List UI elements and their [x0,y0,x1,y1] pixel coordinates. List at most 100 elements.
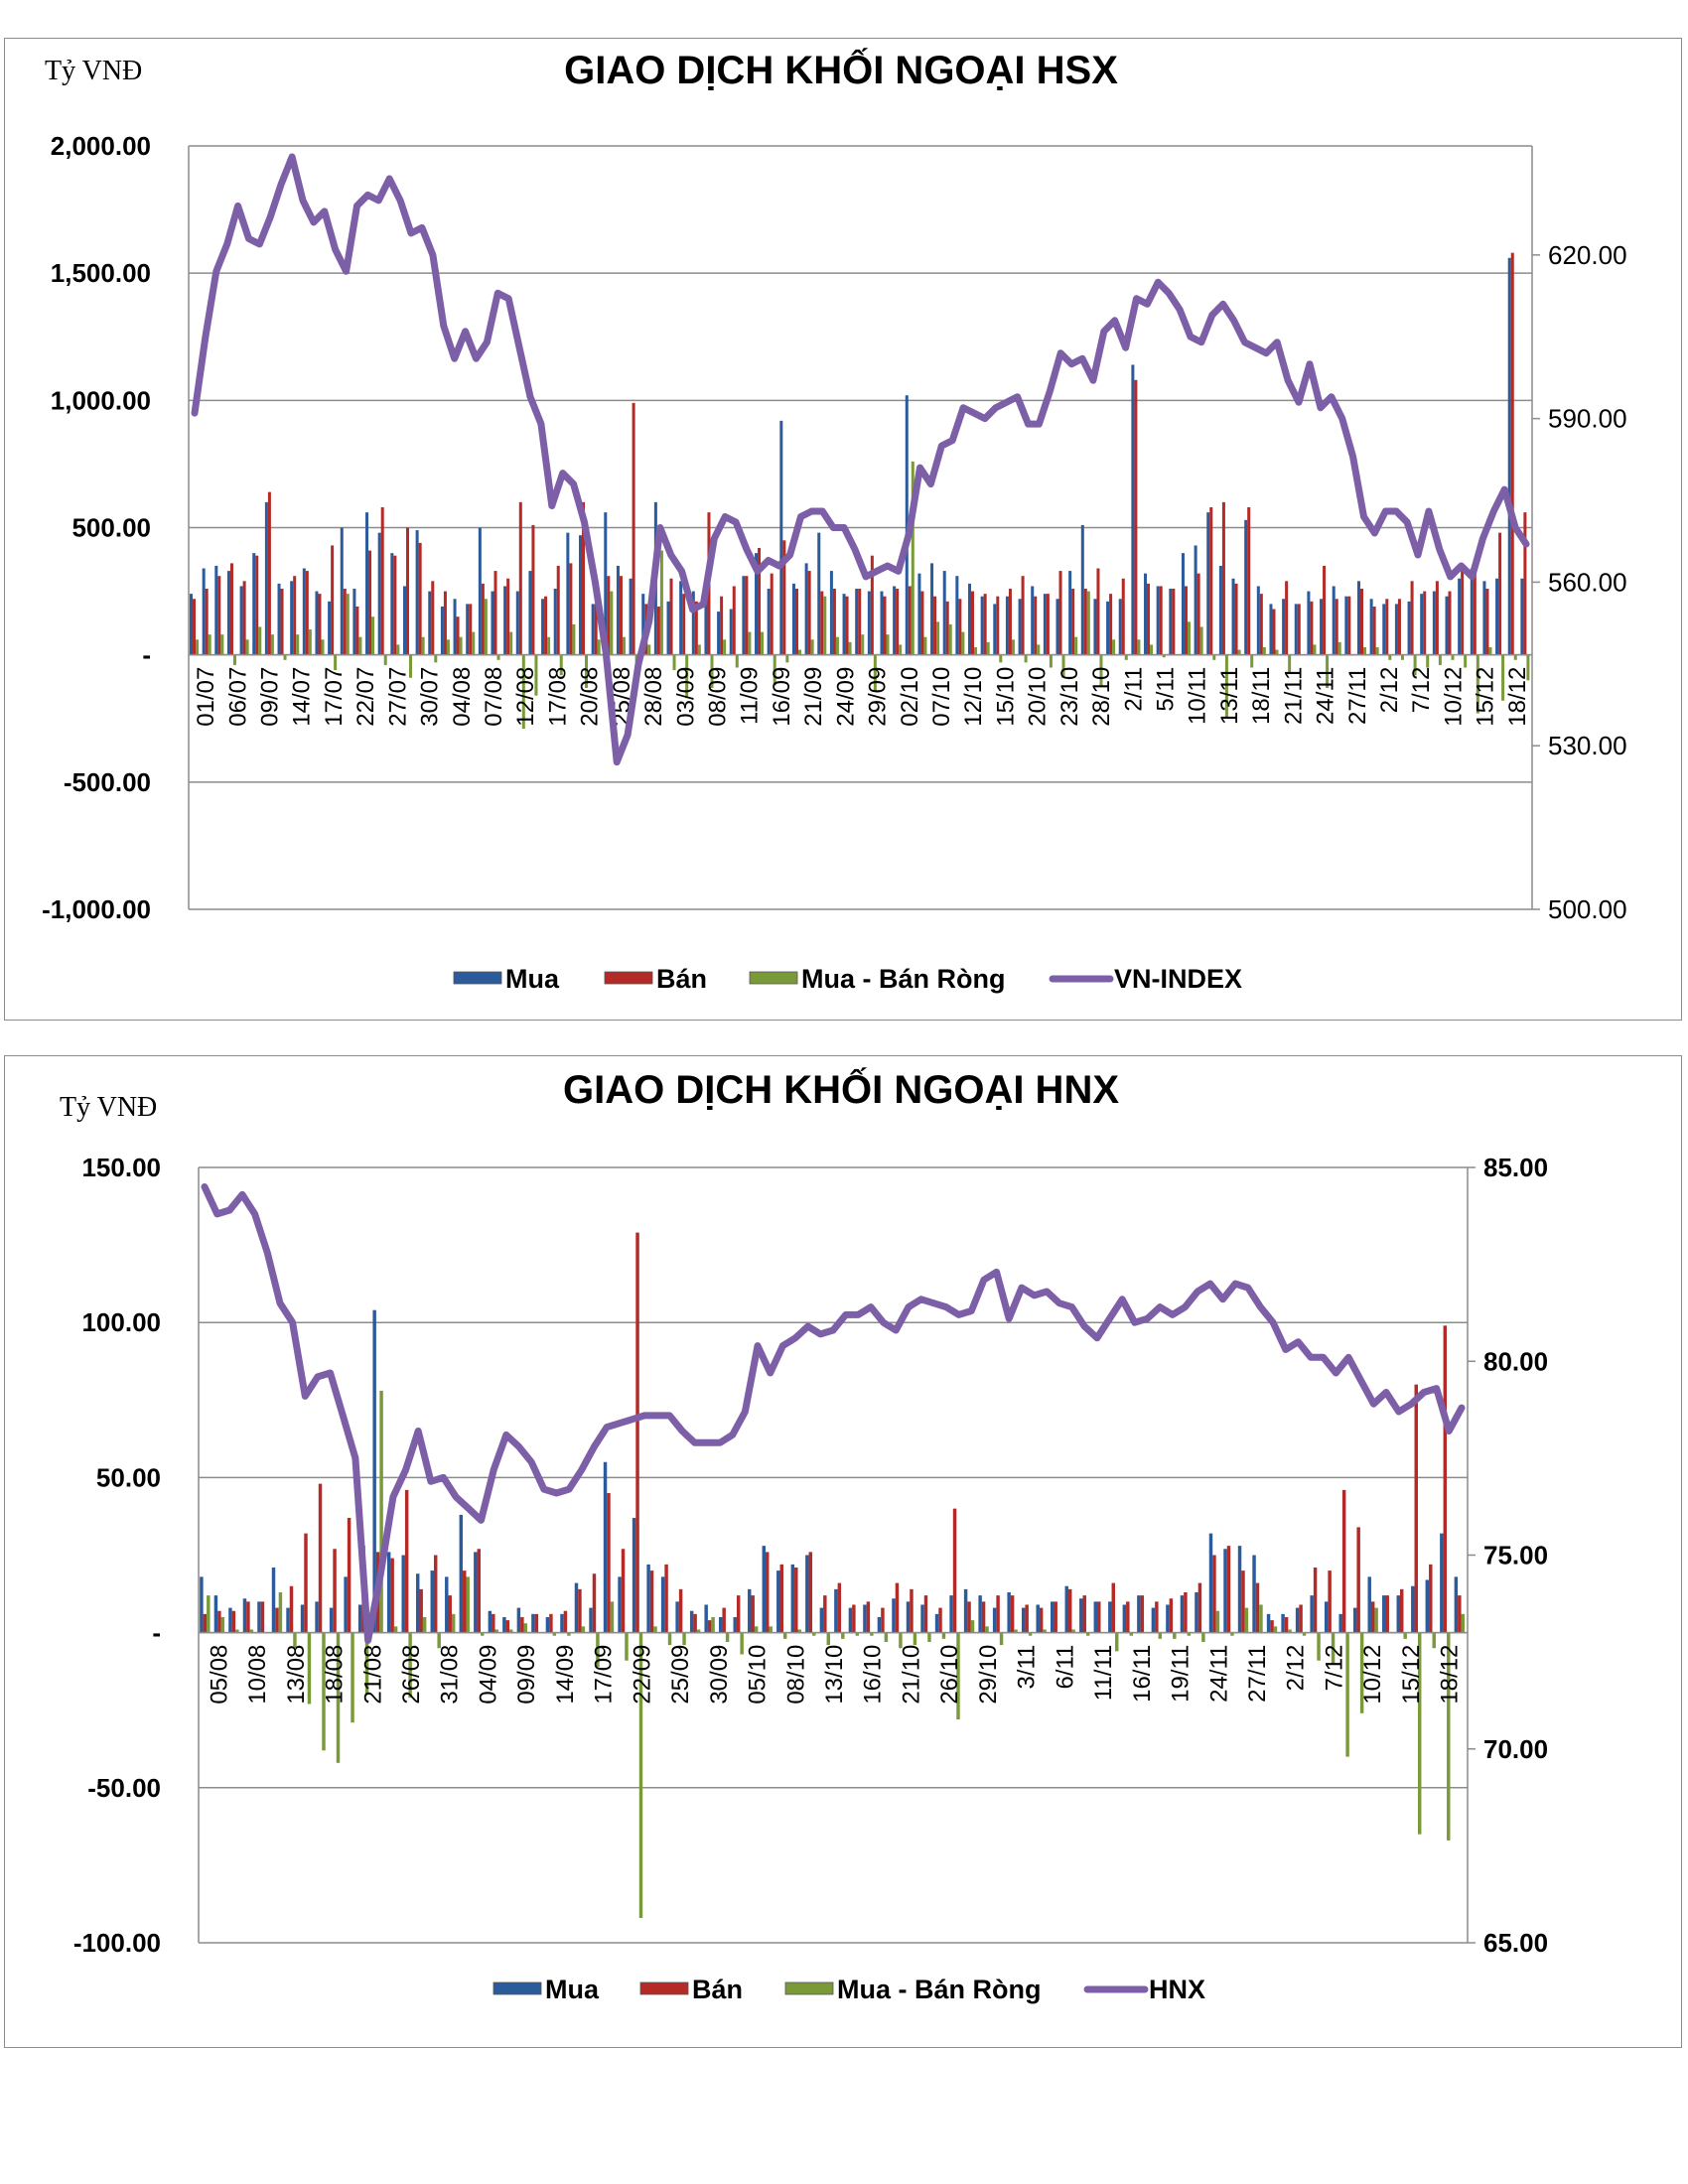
bar-rong [1244,1607,1249,1633]
y2-tick-label: 75.00 [1483,1541,1548,1570]
bar-ban [1097,1601,1101,1633]
bar-rong [682,1632,686,1646]
bar-rong [1124,654,1128,660]
bar-rong [1014,1629,1018,1633]
bar-mua [541,599,545,655]
hnx-chart: GIAO DỊCH KHỐI NGOẠI HNX Tỷ VNĐ 150.00 10… [60,1066,1548,2004]
bar-ban [1397,599,1401,655]
legend-swatch-rong [749,971,798,985]
bar-mua [226,571,230,655]
bar-ban [1209,506,1213,655]
bar-ban [1082,1595,1086,1633]
legend-swatch-ban [639,1981,689,1995]
bar-ban [368,550,372,655]
bar-rong [711,1616,715,1633]
x-tick-label: 5/11 [1153,667,1180,712]
bar-ban [732,586,736,655]
x-tick-label: 24/11 [1313,667,1339,725]
bar-ban [1400,1588,1404,1633]
bar-ban [1039,1607,1044,1633]
bar-mua [1194,545,1197,655]
bar-rong [911,461,914,655]
bar-mua [1007,1591,1011,1633]
x-tick-label: 24/09 [832,667,859,727]
bar-rong [761,631,765,655]
bar-rong [235,1629,239,1633]
bar-mua [257,1601,261,1633]
bar-ban [1356,1527,1360,1633]
bar-ban [481,583,485,655]
bar-rong [434,654,438,663]
y-tick-label: 100.00 [81,1307,161,1337]
bar-ban [1184,1591,1188,1633]
bar-rong [710,654,714,688]
x-tick-label: 12/10 [960,667,987,727]
bar-ban [852,1604,856,1633]
bar-rong [451,1613,456,1633]
bar-ban [807,571,811,655]
bar-rong [1212,654,1216,660]
hsx-chart-panel: GIAO DỊCH KHỐI NGOẠI HSX Tỷ VNĐ 2,000.00… [4,38,1682,1021]
bar-rong [1288,1629,1292,1633]
bar-mua [834,1588,838,1633]
bar-ban [823,1595,827,1633]
bar-rong [1112,639,1116,655]
bar-rong [948,623,952,655]
bar-rong [1400,654,1404,660]
bar-mua [1367,1576,1371,1633]
bar-rong [1237,649,1241,655]
bar-ban [1197,1582,1202,1633]
bar-rong [220,634,224,655]
bar-ban [1134,379,1138,655]
x-tick-label: 16/10 [860,1645,887,1705]
bar-mua [1320,599,1324,655]
bar-mua [1394,604,1398,655]
bar-mua [1307,591,1311,655]
bar-ban [594,604,598,655]
bar-rong [196,639,200,655]
bar-mua [503,586,507,655]
bar-ban [751,1595,755,1633]
x-tick-label: 16/09 [769,667,795,727]
bar-ban [431,581,435,655]
bar-rong [534,654,538,696]
bar-rong [1275,649,1279,655]
x-tick-label: 18/08 [322,1645,349,1705]
bar-rong [523,1623,528,1633]
chart-title: GIAO DỊCH KHỐI NGOẠI HSX [564,47,1118,92]
bar-ban [1414,1384,1418,1633]
bar-rong [1488,646,1492,655]
bar-rong [393,1626,398,1633]
bar-ban [1270,1620,1274,1633]
bar-rong [1024,654,1028,663]
bar-rong [1375,646,1379,655]
bar-ban [1234,583,1238,655]
x-tick-label: 25/09 [667,1645,694,1705]
bar-rong [521,654,525,730]
bar-rong [293,1632,297,1649]
bar-mua [579,535,583,655]
bar-mua [805,1555,809,1633]
bar-rong [351,1632,354,1723]
bar-mua [1454,1576,1459,1633]
bar-ban [582,501,586,655]
bar-ban [736,1595,741,1633]
bar-rong [667,1632,672,1646]
bar-mua [502,1616,506,1633]
bar-rong [322,1632,326,1751]
bar-rong [446,639,450,655]
bar-mua [1144,573,1148,655]
bar-mua [1018,599,1022,655]
y2-tick-label: 500.00 [1548,894,1627,924]
bar-mua [528,571,532,655]
bar-ban [380,506,384,655]
bar-mua [1208,1533,1213,1633]
bar-ban [1285,581,1289,655]
bar-mua [992,1607,997,1633]
legend-label: Mua [505,964,560,994]
bar-mua [632,1518,636,1633]
bar-ban [1299,1604,1303,1633]
bar-mua [1310,1595,1314,1633]
bar-rong [923,636,927,655]
y2-tick-label: 530.00 [1548,731,1627,760]
